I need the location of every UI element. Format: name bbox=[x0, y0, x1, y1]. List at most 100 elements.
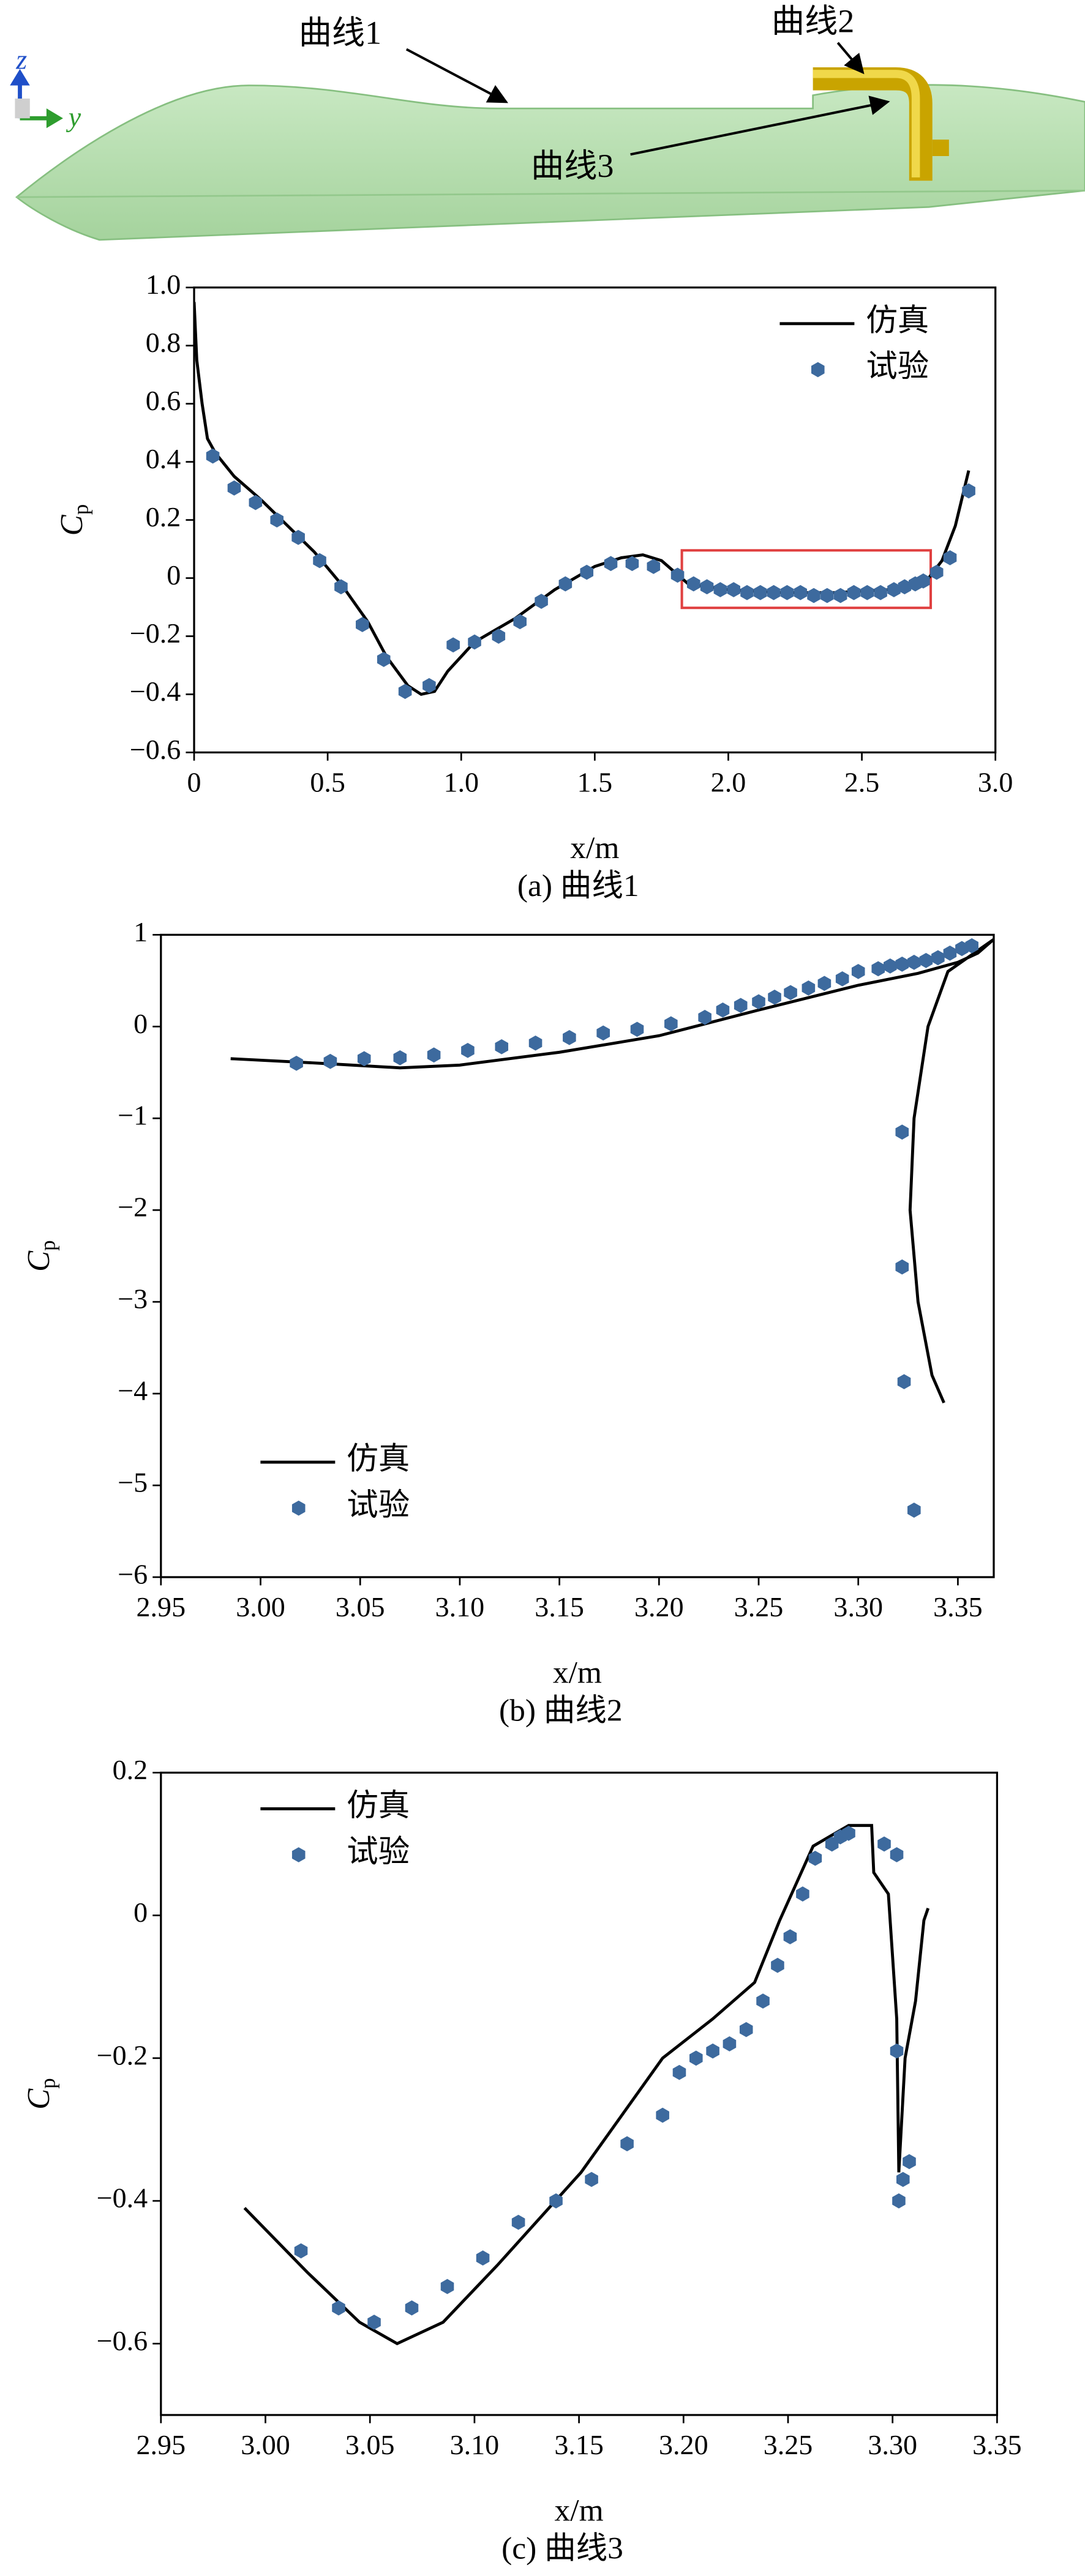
legend-label: 仿真 bbox=[866, 304, 929, 338]
data-point bbox=[367, 2314, 381, 2330]
data-point bbox=[931, 950, 945, 966]
caption: (b) 曲线2 bbox=[499, 1693, 623, 1728]
y-tick-label: 1.0 bbox=[146, 269, 181, 300]
y-axis-label-main: C bbox=[21, 2088, 56, 2110]
axis-y-label: y bbox=[66, 102, 81, 133]
x-tick-label: 3.35 bbox=[972, 2429, 1022, 2460]
data-point bbox=[393, 1050, 407, 1066]
axis-y-head bbox=[46, 108, 63, 129]
data-point bbox=[784, 985, 797, 1001]
data-point bbox=[377, 652, 391, 667]
data-point bbox=[756, 1993, 770, 2009]
data-point bbox=[686, 576, 700, 592]
legend-label: 试验 bbox=[347, 1835, 410, 1870]
data-point bbox=[896, 2171, 910, 2187]
data-point bbox=[808, 1850, 822, 1866]
data-point bbox=[313, 553, 326, 569]
data-point bbox=[917, 573, 930, 589]
series-line bbox=[194, 302, 970, 696]
data-point bbox=[877, 1836, 891, 1852]
y-tick-label: 0.2 bbox=[113, 1754, 148, 1785]
data-point bbox=[794, 584, 808, 600]
data-point bbox=[689, 2050, 703, 2066]
data-point bbox=[427, 1047, 441, 1063]
y-tick-label: 1 bbox=[133, 916, 148, 947]
data-point bbox=[919, 953, 933, 968]
data-point bbox=[962, 483, 975, 499]
data-point bbox=[511, 2214, 525, 2230]
data-point bbox=[780, 584, 794, 600]
data-point bbox=[871, 961, 885, 977]
x-axis-label: x/m bbox=[553, 1656, 602, 1690]
data-point bbox=[842, 1826, 855, 1841]
data-point bbox=[700, 579, 714, 595]
data-point bbox=[734, 998, 748, 1014]
y-tick-label: 0.6 bbox=[146, 385, 181, 416]
caption: (c) 曲线3 bbox=[501, 2531, 623, 2566]
x-tick-label: 0.5 bbox=[310, 767, 345, 798]
curve-label: 曲线1 bbox=[299, 15, 381, 51]
y-tick-label: −4 bbox=[118, 1375, 148, 1406]
data-point bbox=[249, 495, 263, 510]
y-tick-label: −1 bbox=[118, 1100, 148, 1131]
data-point bbox=[227, 480, 241, 496]
data-point bbox=[943, 550, 957, 566]
arrow bbox=[630, 95, 890, 156]
x-tick-label: 3.05 bbox=[336, 1591, 385, 1622]
data-point bbox=[468, 634, 481, 650]
data-point bbox=[596, 1025, 610, 1041]
data-point bbox=[783, 1929, 797, 1944]
data-point bbox=[356, 617, 369, 632]
x-tick-label: 3.00 bbox=[241, 2429, 290, 2460]
x-tick-label: 0 bbox=[187, 767, 201, 798]
body-edge bbox=[17, 190, 1085, 198]
y-axis-label-sub: p bbox=[36, 2078, 59, 2088]
y-tick-label: −0.2 bbox=[97, 2040, 148, 2071]
x-tick-label: 3.05 bbox=[345, 2429, 395, 2460]
illustration: z y 曲线1 曲线2 曲线3 bbox=[10, 3, 1085, 241]
data-point bbox=[670, 567, 685, 583]
data-point bbox=[398, 684, 412, 700]
data-point bbox=[630, 1021, 644, 1037]
data-point bbox=[357, 1051, 371, 1067]
x-tick-label: 2.5 bbox=[844, 767, 880, 798]
data-point bbox=[929, 564, 944, 580]
y-tick-label: 0 bbox=[167, 559, 181, 591]
data-point bbox=[558, 576, 573, 592]
plot bbox=[194, 302, 975, 700]
data-point bbox=[580, 564, 594, 580]
data-point bbox=[294, 2243, 308, 2259]
legend-label: 仿真 bbox=[347, 1788, 410, 1823]
y-tick-label: −0.6 bbox=[130, 734, 181, 765]
x-tick-label: 3.10 bbox=[435, 1591, 485, 1622]
x-tick-label: 3.35 bbox=[933, 1591, 983, 1622]
data-point bbox=[739, 2022, 753, 2037]
data-point bbox=[895, 1259, 909, 1275]
y-tick-label: −5 bbox=[118, 1467, 148, 1498]
series-line bbox=[230, 938, 994, 1404]
y-tick-label: −6 bbox=[118, 1559, 148, 1590]
y-tick-label: −0.4 bbox=[97, 2182, 148, 2214]
data-point bbox=[833, 588, 847, 603]
x-tick-label: 2.95 bbox=[137, 1591, 186, 1622]
data-point bbox=[323, 1053, 337, 1069]
arrow bbox=[836, 42, 865, 75]
data-point bbox=[767, 584, 781, 600]
data-point bbox=[440, 2279, 454, 2294]
x-tick-label: 3.20 bbox=[659, 2429, 708, 2460]
y-tick-label: 0 bbox=[133, 1897, 148, 1928]
data-point bbox=[461, 1042, 475, 1058]
data-point bbox=[492, 629, 506, 644]
data-point bbox=[860, 584, 874, 600]
data-point bbox=[955, 941, 969, 957]
x-tick-label: 1.0 bbox=[443, 767, 479, 798]
data-point bbox=[851, 963, 865, 979]
data-point bbox=[802, 980, 816, 996]
data-point bbox=[672, 2064, 686, 2080]
data-point bbox=[847, 584, 861, 600]
data-point bbox=[405, 2300, 419, 2316]
legend-label: 试验 bbox=[866, 349, 929, 384]
chart: 0 0.5 1.0 1.5 2.0 2.5 3.0 1.0 0.8 0.6 0.4 0.2 0 −0.2 −… bbox=[54, 269, 1013, 903]
data-point bbox=[664, 1016, 678, 1032]
